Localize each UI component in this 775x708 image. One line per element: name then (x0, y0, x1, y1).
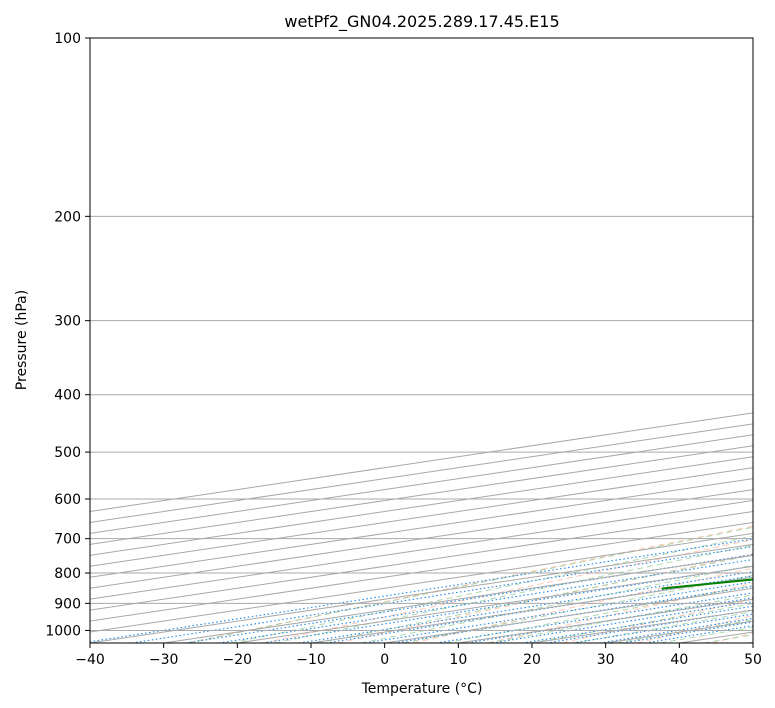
x-tick-label: −30 (149, 652, 179, 668)
isotherm-line (90, 445, 753, 545)
moist-adiabat-line (187, 526, 753, 643)
mixing-ratio-line (131, 545, 753, 643)
mixing-ratio-line (522, 605, 753, 643)
mixing-ratio-line (218, 558, 753, 643)
moist-adiabat-line (445, 584, 753, 643)
x-tick-label: 20 (523, 652, 541, 668)
dry-adiabat-line (412, 567, 753, 643)
y-tick-label: 400 (54, 388, 81, 404)
mixing-ratio-line (572, 613, 753, 643)
y-tick-label: 1000 (45, 623, 81, 639)
moist-adiabat-line (231, 535, 753, 643)
axes: −40 −30 −20 −10 0 10 20 30 40 50 100 200 300 400 500 60… (45, 31, 762, 668)
background-lines (90, 38, 753, 643)
moist-adiabat-line (274, 544, 753, 643)
mixing-ratio-line (90, 538, 753, 643)
isotherm-line (90, 489, 753, 589)
x-tick-label: −40 (75, 652, 105, 668)
isotherm-line (90, 510, 753, 611)
dry-adiabat-line (188, 525, 753, 643)
y-tick-label: 100 (54, 31, 81, 47)
isotherm-line (90, 467, 753, 567)
x-tick-label: −20 (223, 652, 253, 668)
x-tick-label: 40 (670, 652, 688, 668)
x-tick-label: 10 (449, 652, 467, 668)
moist-adiabat-line (487, 594, 753, 643)
x-tick-label: 30 (597, 652, 615, 668)
y-tick-label: 300 (54, 314, 81, 330)
mixing-ratio-line (599, 617, 753, 643)
y-tick-label: 800 (54, 566, 81, 582)
mixing-ratio-line (492, 600, 753, 643)
y-tick-label: 900 (54, 596, 81, 612)
chart-title: wetPf2_GN04.2025.289.17.45.E15 (284, 12, 559, 32)
x-axis-title: Temperature (°C) (361, 681, 483, 697)
isotherm-line (90, 500, 753, 600)
mixing-ratio-line (185, 554, 753, 643)
y-tick-label: 600 (54, 492, 81, 508)
plot-frame (89, 37, 754, 644)
y-axis-title: Pressure (hPa) (14, 290, 30, 390)
y-tick-label: 200 (54, 209, 81, 225)
isotherm-line (90, 521, 753, 622)
isotherm-line (90, 532, 753, 633)
isotherm-line (90, 478, 753, 578)
y-tick-label: 500 (54, 445, 81, 461)
x-tick-label: 50 (744, 652, 762, 668)
dry-adiabat-line (263, 539, 753, 643)
x-tick-label: −10 (296, 652, 326, 668)
y-tick-label: 700 (54, 532, 81, 548)
x-tick-label: 0 (380, 652, 389, 668)
isotherm-line (90, 456, 753, 556)
